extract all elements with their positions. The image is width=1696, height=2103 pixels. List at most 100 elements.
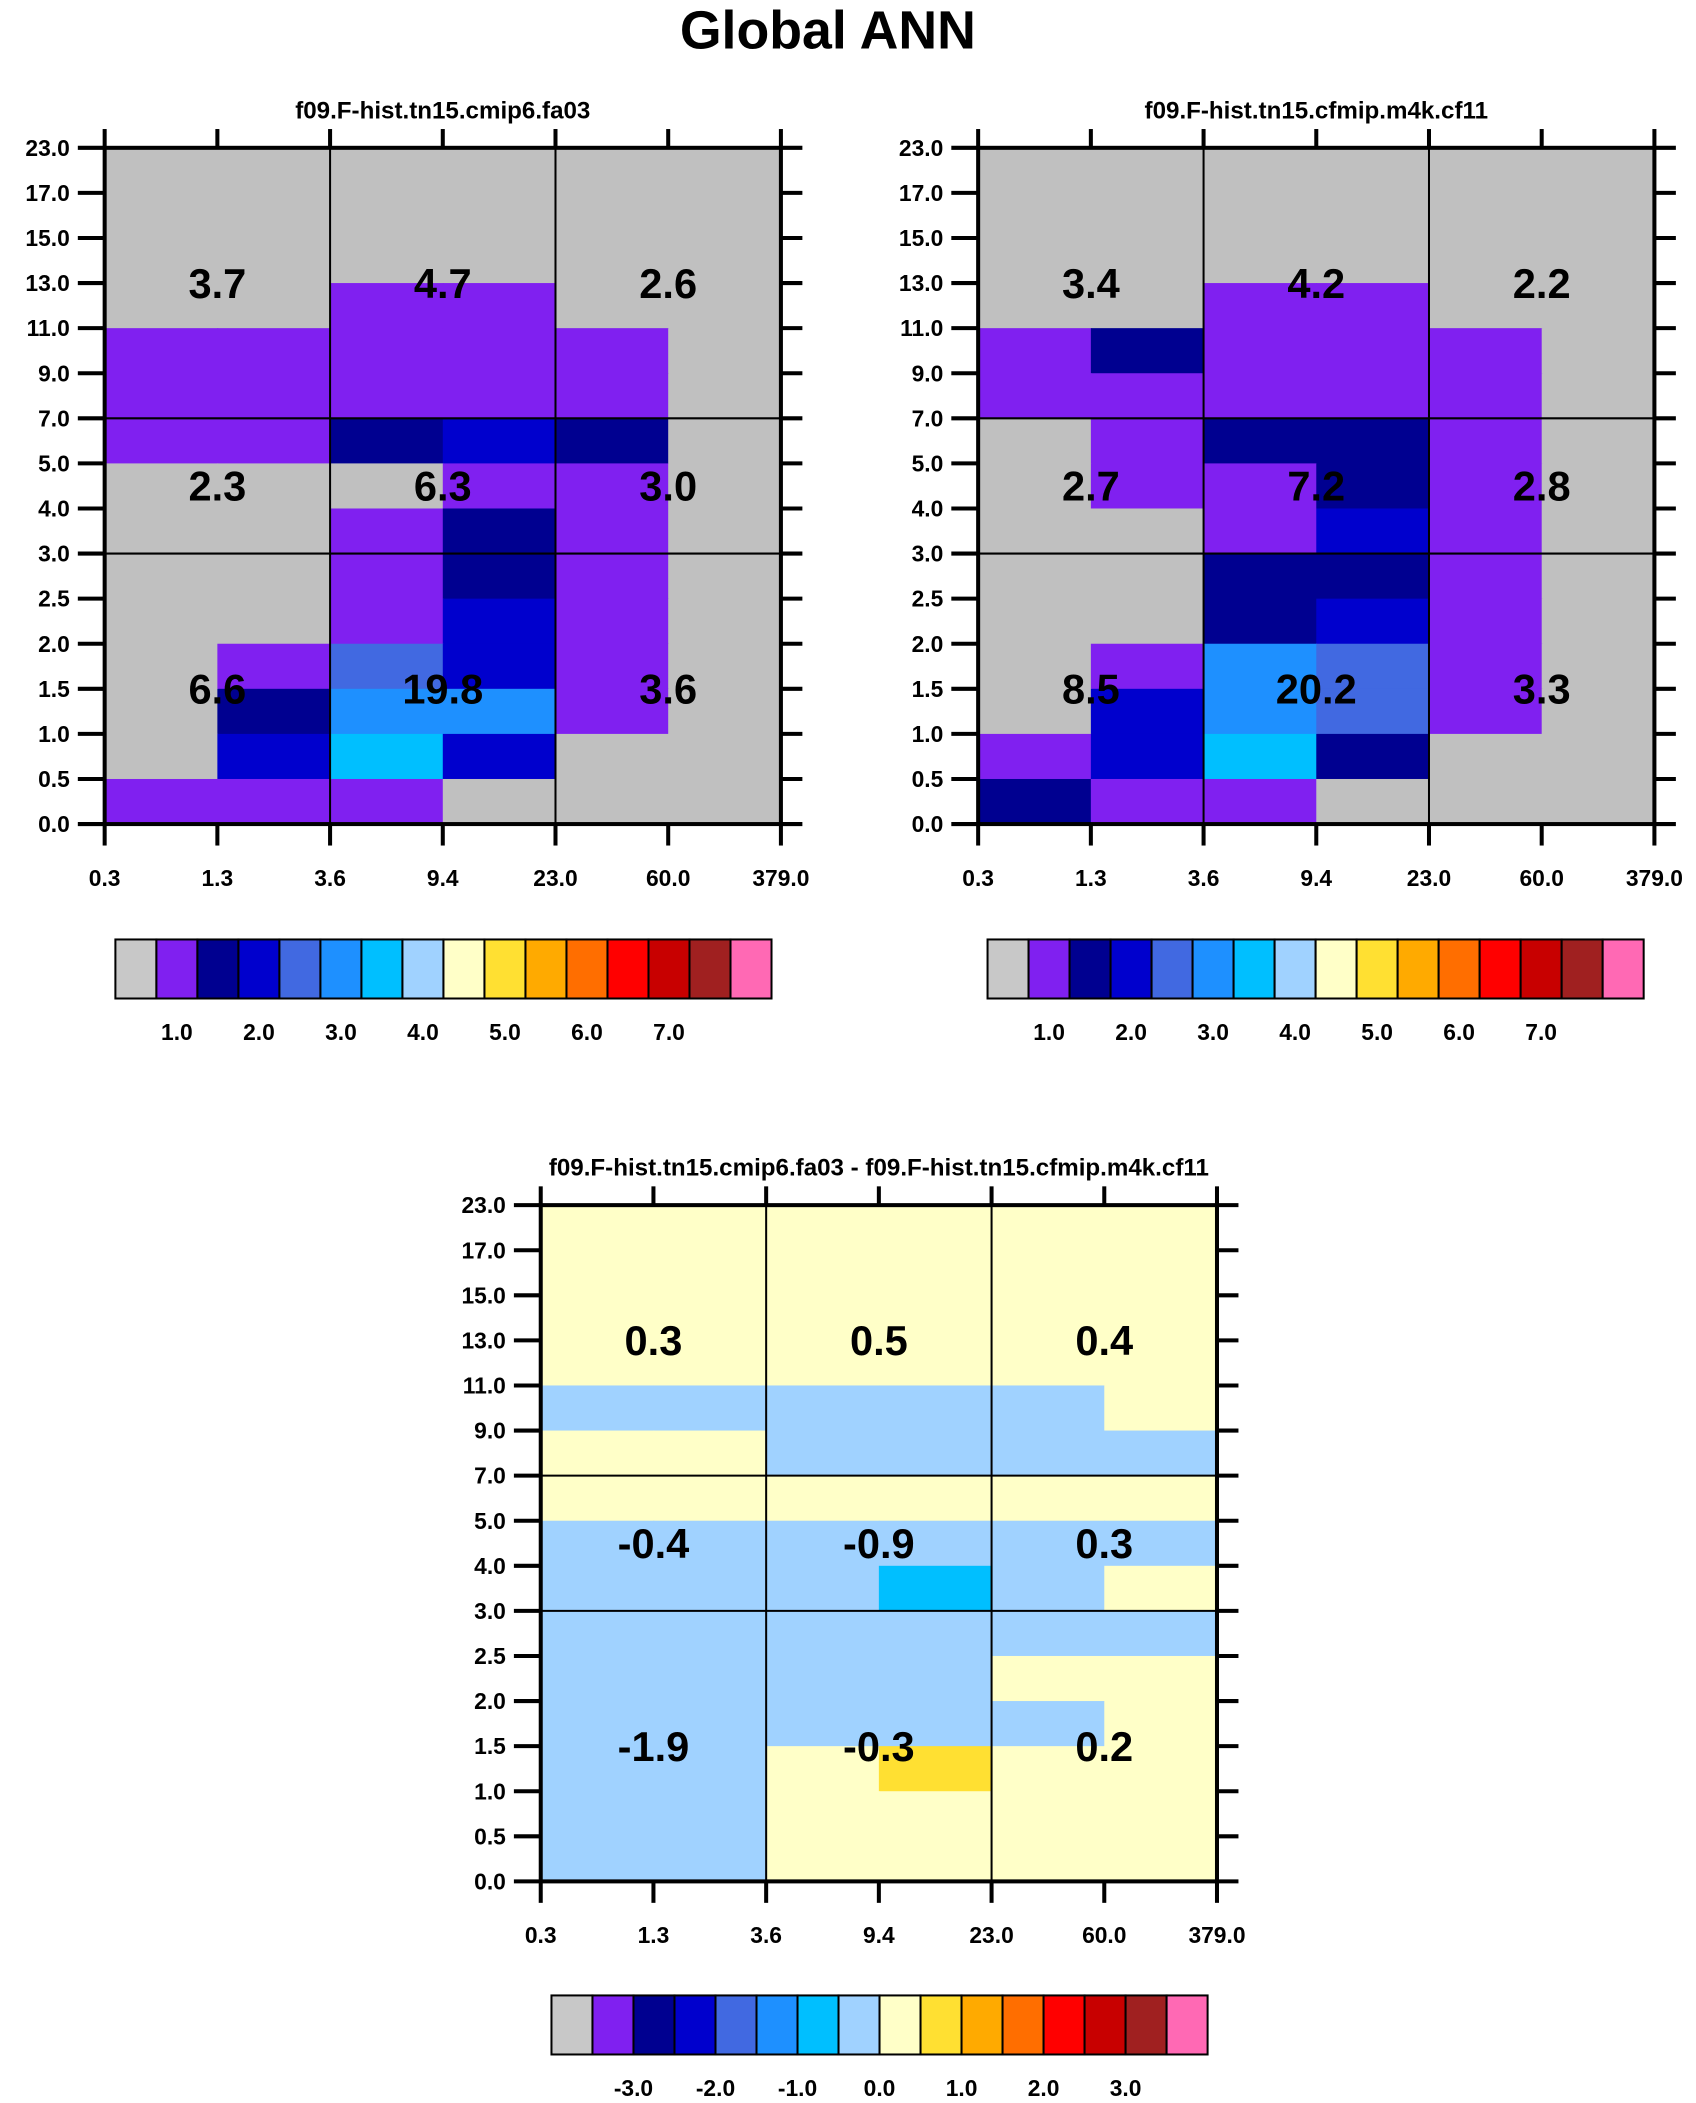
heatmap-cell [1090, 508, 1205, 555]
heatmap-cell [766, 1655, 880, 1702]
heatmap-cell [104, 508, 219, 555]
heatmap-cell [1541, 553, 1656, 600]
colorbar-box [524, 938, 568, 1000]
y-tick-label: 4.0 [38, 496, 70, 522]
heatmap-cell [1203, 147, 1318, 194]
colorbar-box [960, 1994, 1004, 2056]
y-tick-label: 0.0 [38, 811, 70, 837]
colorbar-box [714, 1994, 758, 2056]
heatmap-cell [1104, 1340, 1218, 1387]
colorbar-box [1437, 938, 1481, 1000]
heatmap-cell [1428, 553, 1543, 600]
box-value-label: 20.2 [1276, 666, 1357, 713]
heatmap-cell [766, 1295, 880, 1342]
heatmap-cell [978, 508, 1092, 555]
heatmap-cell [442, 418, 557, 465]
heatmap-cell [1090, 328, 1205, 375]
heatmap-cell [1428, 643, 1543, 690]
heatmap-cell [1316, 733, 1430, 780]
panel-title: f09.F-hist.tn15.cmip6.fa03 [295, 97, 590, 124]
heatmap-cell [540, 1610, 655, 1657]
box-value-label: -1.9 [618, 1723, 690, 1770]
heatmap-cell [1316, 192, 1430, 239]
colorbar-box [196, 938, 240, 1000]
x-tick-label: 1.3 [638, 1922, 670, 1948]
heatmap-cell [442, 643, 557, 690]
heatmap-cell [978, 778, 1092, 825]
box-value-label: 2.2 [1513, 260, 1571, 307]
colorbar-box [688, 938, 732, 1000]
colorbar-label: 2.0 [243, 1019, 275, 1045]
heatmap-cell [1428, 147, 1543, 194]
colorbar-label: 0.0 [864, 2075, 896, 2101]
heatmap-cell [878, 1610, 993, 1657]
heatmap-cell [668, 553, 782, 600]
y-tick-label: 2.5 [474, 1643, 506, 1669]
heatmap-cell [1541, 688, 1656, 735]
x-tick-label: 23.0 [533, 865, 577, 891]
heatmap-cell [1428, 508, 1543, 555]
y-tick-label: 0.5 [38, 766, 70, 792]
x-tick-label: 379.0 [1626, 865, 1683, 891]
heatmap-cell [104, 553, 219, 600]
heatmap-cell [1316, 778, 1430, 825]
heatmap-cell [1203, 553, 1318, 600]
y-tick-label: 3.0 [474, 1598, 506, 1624]
heatmap-cell [766, 1836, 880, 1883]
colorbar-label: 3.0 [325, 1019, 357, 1045]
colorbar-box [1191, 938, 1235, 1000]
heatmap-cell [217, 147, 331, 194]
heatmap-cell [540, 1520, 655, 1567]
heatmap-cell [1316, 328, 1430, 375]
heatmap-cell [330, 192, 444, 239]
panel-3: f09.F-hist.tn15.cmip6.fa03 - f09.F-hist.… [461, 1155, 1245, 2101]
y-tick-label: 17.0 [25, 180, 69, 206]
y-tick-label: 1.5 [474, 1733, 506, 1759]
x-tick-label: 23.0 [969, 1922, 1013, 1948]
box-value-label: 2.8 [1513, 463, 1571, 510]
heatmap-cell [668, 688, 782, 735]
heatmap-cell [217, 463, 331, 510]
heatmap-cell [653, 1430, 767, 1477]
box-value-label: 0.2 [1075, 1723, 1133, 1770]
box-value-label: 19.8 [402, 666, 483, 713]
heatmap-cell [330, 733, 444, 780]
colorbar-box [442, 938, 486, 1000]
x-tick-label: 1.3 [202, 865, 234, 891]
heatmap-cell [330, 643, 444, 690]
colorbar-box [565, 938, 609, 1000]
heatmap-cell [540, 1385, 655, 1432]
colorbar-box [401, 938, 445, 1000]
y-tick-label: 13.0 [899, 270, 943, 296]
y-tick-label: 2.5 [38, 586, 70, 612]
heatmap-cell [330, 373, 444, 420]
box-value-label: 4.7 [414, 260, 472, 307]
heatmap-cell [1104, 1205, 1218, 1252]
heatmap-cell [1090, 373, 1205, 420]
heatmap-cell [442, 283, 557, 329]
heatmap-cell [1090, 418, 1205, 465]
heatmap-cell [1104, 1610, 1218, 1657]
y-tick-label: 1.0 [38, 721, 70, 747]
heatmap-cell [878, 1430, 993, 1477]
heatmap-cell [1104, 1295, 1218, 1342]
heatmap-cell [668, 418, 782, 465]
heatmap-cell [330, 147, 444, 194]
heatmap-cell [1090, 733, 1205, 780]
heatmap-cell [104, 373, 219, 420]
colorbar-box [647, 938, 691, 1000]
heatmap-cell [878, 1205, 993, 1252]
heatmap-cell [1541, 192, 1656, 239]
x-tick-label: 0.3 [525, 1922, 557, 1948]
colorbar-label: 4.0 [407, 1019, 439, 1045]
colorbar-label: -3.0 [614, 2075, 653, 2101]
heatmap-cell [1541, 598, 1656, 645]
colorbar-box [1232, 938, 1276, 1000]
heatmap-cell [878, 1655, 993, 1702]
x-tick-label: 9.4 [427, 865, 459, 891]
heatmap-cell [1090, 778, 1205, 825]
colorbar-box [919, 1994, 963, 2056]
x-tick-label: 23.0 [1407, 865, 1451, 891]
y-tick-label: 23.0 [25, 135, 69, 161]
heatmap-cell [766, 1250, 880, 1297]
